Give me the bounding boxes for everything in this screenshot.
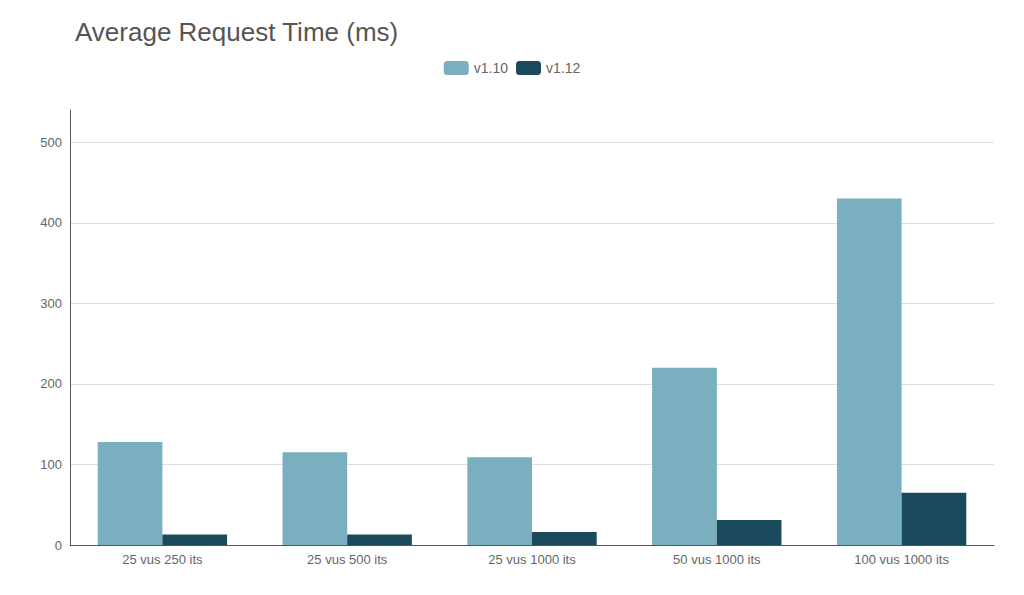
- svg-text:v1.12: v1.12: [546, 60, 580, 76]
- svg-text:300: 300: [40, 296, 62, 311]
- svg-text:100: 100: [40, 457, 62, 472]
- svg-text:0: 0: [55, 538, 62, 553]
- svg-text:25 vus 500 its: 25 vus 500 its: [307, 552, 388, 567]
- svg-text:200: 200: [40, 376, 62, 391]
- svg-text:500: 500: [40, 135, 62, 150]
- svg-text:25 vus 250 its: 25 vus 250 its: [122, 552, 203, 567]
- svg-text:25 vus 1000 its: 25 vus 1000 its: [488, 552, 576, 567]
- svg-text:100 vus 1000 its: 100 vus 1000 its: [854, 552, 949, 567]
- svg-text:50 vus 1000 its: 50 vus 1000 its: [673, 552, 761, 567]
- svg-text:400: 400: [40, 215, 62, 230]
- svg-text:v1.10: v1.10: [474, 60, 508, 76]
- svg-text:Average Request Time (ms): Average Request Time (ms): [75, 17, 398, 47]
